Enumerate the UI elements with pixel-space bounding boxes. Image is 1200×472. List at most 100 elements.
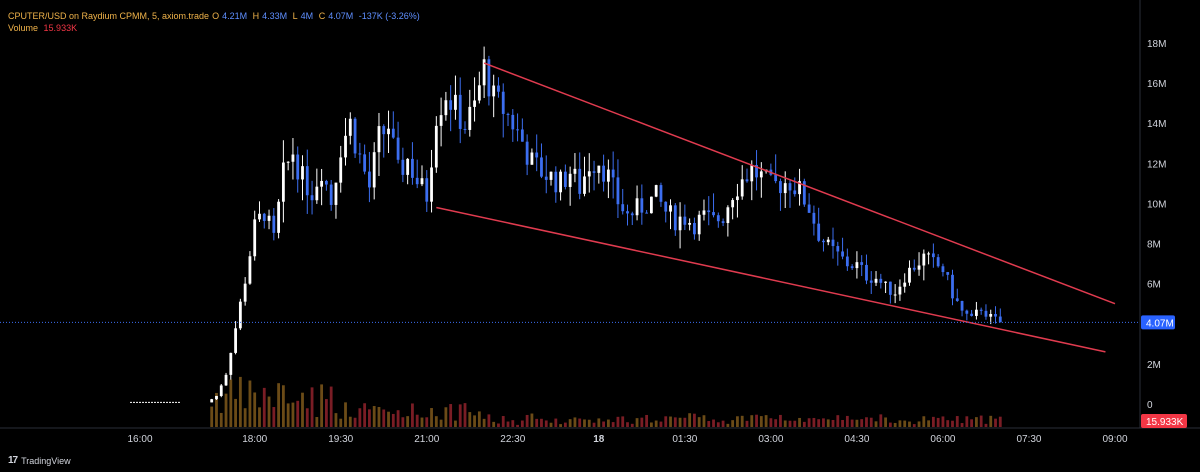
- price-tick-label: 6M: [1147, 280, 1161, 291]
- volume-bar: [324, 399, 328, 427]
- volume-bar: [788, 420, 792, 427]
- volume-label[interactable]: Volume: [8, 23, 39, 33]
- symbol-title[interactable]: CPUTER/USD on Raydium CPMM, 5, axiom.tra…: [8, 11, 210, 21]
- volume-bar: [549, 422, 553, 427]
- candle-body: [702, 210, 706, 215]
- candle-body: [401, 159, 405, 175]
- time-tick-label: 16:00: [127, 434, 152, 445]
- volume-bar: [391, 413, 395, 427]
- candle-body: [587, 171, 591, 177]
- candle-body: [267, 215, 271, 221]
- candle-body: [353, 118, 357, 154]
- candle-body: [845, 256, 849, 267]
- candle-body: [358, 153, 362, 155]
- candle-body: [506, 113, 510, 115]
- candle-body: [535, 152, 539, 158]
- volume-bar: [726, 423, 730, 427]
- volume-bar: [492, 421, 496, 427]
- volume-bar: [630, 423, 634, 427]
- volume-bar: [439, 419, 443, 427]
- volume-bar: [783, 420, 787, 427]
- volume-bar: [396, 410, 400, 427]
- candle-body: [511, 114, 515, 130]
- volume-bar: [511, 420, 515, 427]
- volume-bar: [234, 398, 237, 427]
- candle-body: [893, 294, 897, 296]
- time-tick-label: 03:00: [758, 434, 783, 445]
- volume-bar: [826, 419, 830, 427]
- candle-body: [931, 253, 935, 258]
- volume-bar: [382, 409, 386, 427]
- candle-body: [898, 286, 902, 295]
- candle-body: [654, 185, 658, 197]
- volume-bar: [812, 417, 816, 427]
- volume-bar: [798, 417, 801, 427]
- candle-body: [917, 265, 921, 270]
- time-axis[interactable]: 16:00 18:00 19:30 21:00 22:30 18 01:30 03:00 04:…: [127, 434, 1127, 445]
- candle-body: [884, 281, 887, 283]
- candle-body: [726, 207, 730, 224]
- volume-bar: [946, 420, 950, 427]
- volume-bar: [874, 421, 878, 427]
- volume-bar: [238, 376, 242, 427]
- candle-body: [826, 239, 830, 243]
- candle-body: [989, 313, 993, 317]
- volume-bar: [673, 417, 677, 427]
- candle-body: [597, 165, 601, 173]
- volume-bar: [841, 419, 844, 427]
- volume-bar: [802, 421, 806, 427]
- candle-body: [344, 135, 347, 158]
- high-value: 4.33M: [262, 11, 288, 21]
- candle-body: [860, 262, 864, 265]
- volume-value: 15.933K: [43, 23, 78, 33]
- price-tick-label: 18M: [1147, 39, 1166, 50]
- candle-body: [922, 253, 926, 266]
- price-tick-label: 8M: [1147, 240, 1161, 251]
- tradingview-branding[interactable]: 17 TradingView: [8, 455, 71, 466]
- candle-body: [970, 313, 974, 316]
- candle-body: [444, 100, 448, 116]
- candle-body: [320, 180, 324, 187]
- volume-bar: [616, 416, 620, 427]
- candle-body: [903, 282, 907, 287]
- volume-bar: [707, 421, 711, 427]
- volume-bar: [339, 418, 343, 427]
- candle-body: [482, 59, 486, 86]
- candle-body: [253, 219, 257, 257]
- candle-body: [391, 128, 395, 138]
- low-value: 4M: [300, 11, 314, 21]
- candle-body: [540, 157, 543, 177]
- volume-bar: [764, 415, 768, 427]
- volume-bar: [229, 379, 233, 427]
- volume-bar: [884, 417, 887, 427]
- volume-bar: [224, 393, 228, 427]
- candle-body: [740, 179, 744, 197]
- candle-body: [788, 183, 792, 191]
- volume-bar: [702, 415, 706, 427]
- volume-bar: [774, 419, 778, 427]
- volume-bar: [779, 414, 782, 427]
- volume-bar: [215, 392, 218, 427]
- candle-body: [716, 215, 720, 222]
- time-tick-label: 04:30: [844, 434, 869, 445]
- candle-body: [621, 204, 625, 212]
- svg-text:4.07M: 4.07M: [1146, 318, 1174, 329]
- candle-body: [305, 166, 309, 196]
- volume-bar: [836, 415, 840, 427]
- volume-bar: [243, 408, 247, 427]
- volume-bar: [578, 418, 582, 427]
- volume-bar: [869, 417, 873, 427]
- volume-row: Volume 15.933K: [8, 22, 423, 34]
- volume-bar: [353, 417, 357, 427]
- candle-body: [420, 178, 424, 185]
- volume-bar: [406, 416, 410, 427]
- candle-body: [315, 186, 319, 201]
- volume-bar: [621, 416, 625, 427]
- candle-body: [530, 152, 534, 165]
- candle-body: [215, 395, 218, 400]
- candle-body: [994, 313, 997, 317]
- volume-bar: [922, 416, 926, 427]
- volume-bar: [731, 420, 735, 427]
- volume-bar: [473, 415, 476, 427]
